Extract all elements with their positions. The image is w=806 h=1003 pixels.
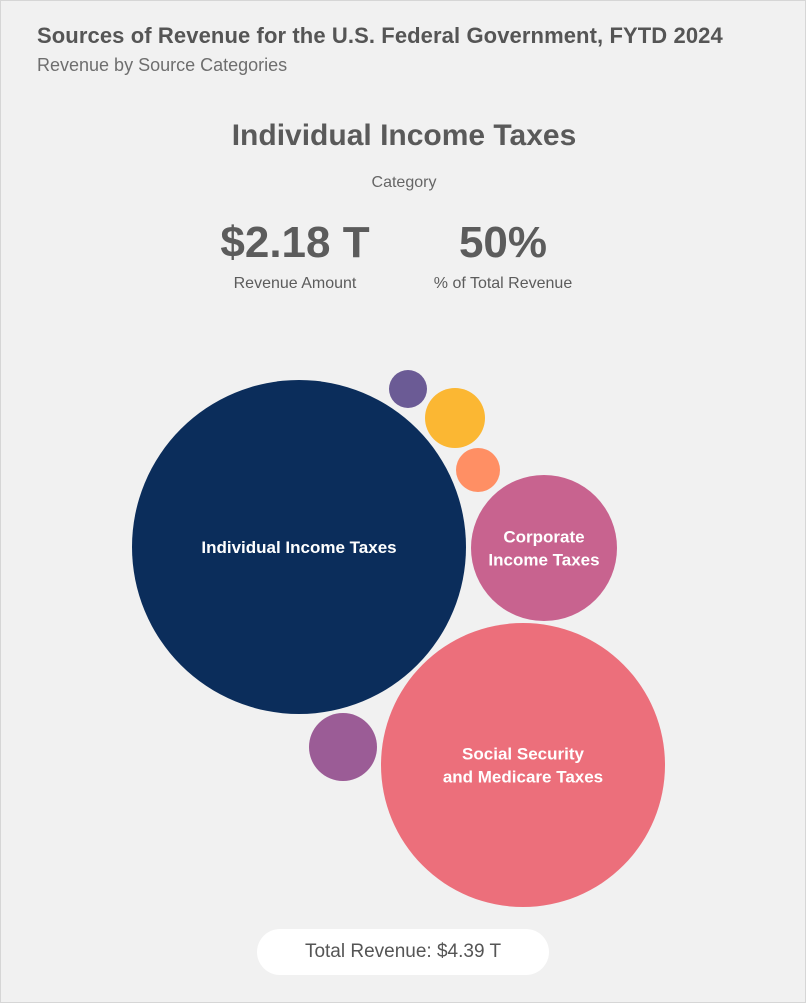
bubble-corporate-income-taxes[interactable] (471, 475, 617, 621)
percent-total-value: 50% (458, 218, 548, 267)
percent-total-label: % of Total Revenue (433, 275, 573, 292)
selected-category-label: Category (371, 174, 437, 191)
bubble-label-corporate-income-taxes-1: Corporate (503, 528, 584, 547)
chart-title: Sources of Revenue for the U.S. Federal … (37, 23, 723, 48)
percent-total-metric: 50% % of Total Revenue (393, 213, 613, 293)
bubble-label-social-security-and-medicare-taxes-1: Social Security (462, 745, 584, 764)
bubble-social-security-and-medicare-taxes[interactable] (381, 623, 665, 907)
bubble-unlabeled-5[interactable] (425, 388, 485, 448)
bubble-label-social-security-and-medicare-taxes-2: and Medicare Taxes (443, 768, 603, 787)
bubble-individual-income-taxes[interactable] (132, 380, 466, 714)
revenue-amount-value: $2.18 T (220, 218, 370, 267)
revenue-amount-metric: $2.18 T Revenue Amount (185, 213, 405, 293)
bubble-label-individual-income-taxes-1: Individual Income Taxes (201, 538, 396, 557)
selected-category-name: Individual Income Taxes (231, 119, 577, 152)
bubble-unlabeled-6[interactable] (456, 448, 500, 492)
total-revenue-pill: Total Revenue: $4.39 T (257, 929, 549, 975)
revenue-amount-label: Revenue Amount (233, 275, 357, 292)
bubble-unlabeled-7[interactable] (389, 370, 427, 408)
chart-subtitle: Revenue by Source Categories (37, 55, 288, 75)
bubble-unlabeled-4[interactable] (309, 713, 377, 781)
bubble-label-corporate-income-taxes-2: Income Taxes (488, 551, 599, 570)
